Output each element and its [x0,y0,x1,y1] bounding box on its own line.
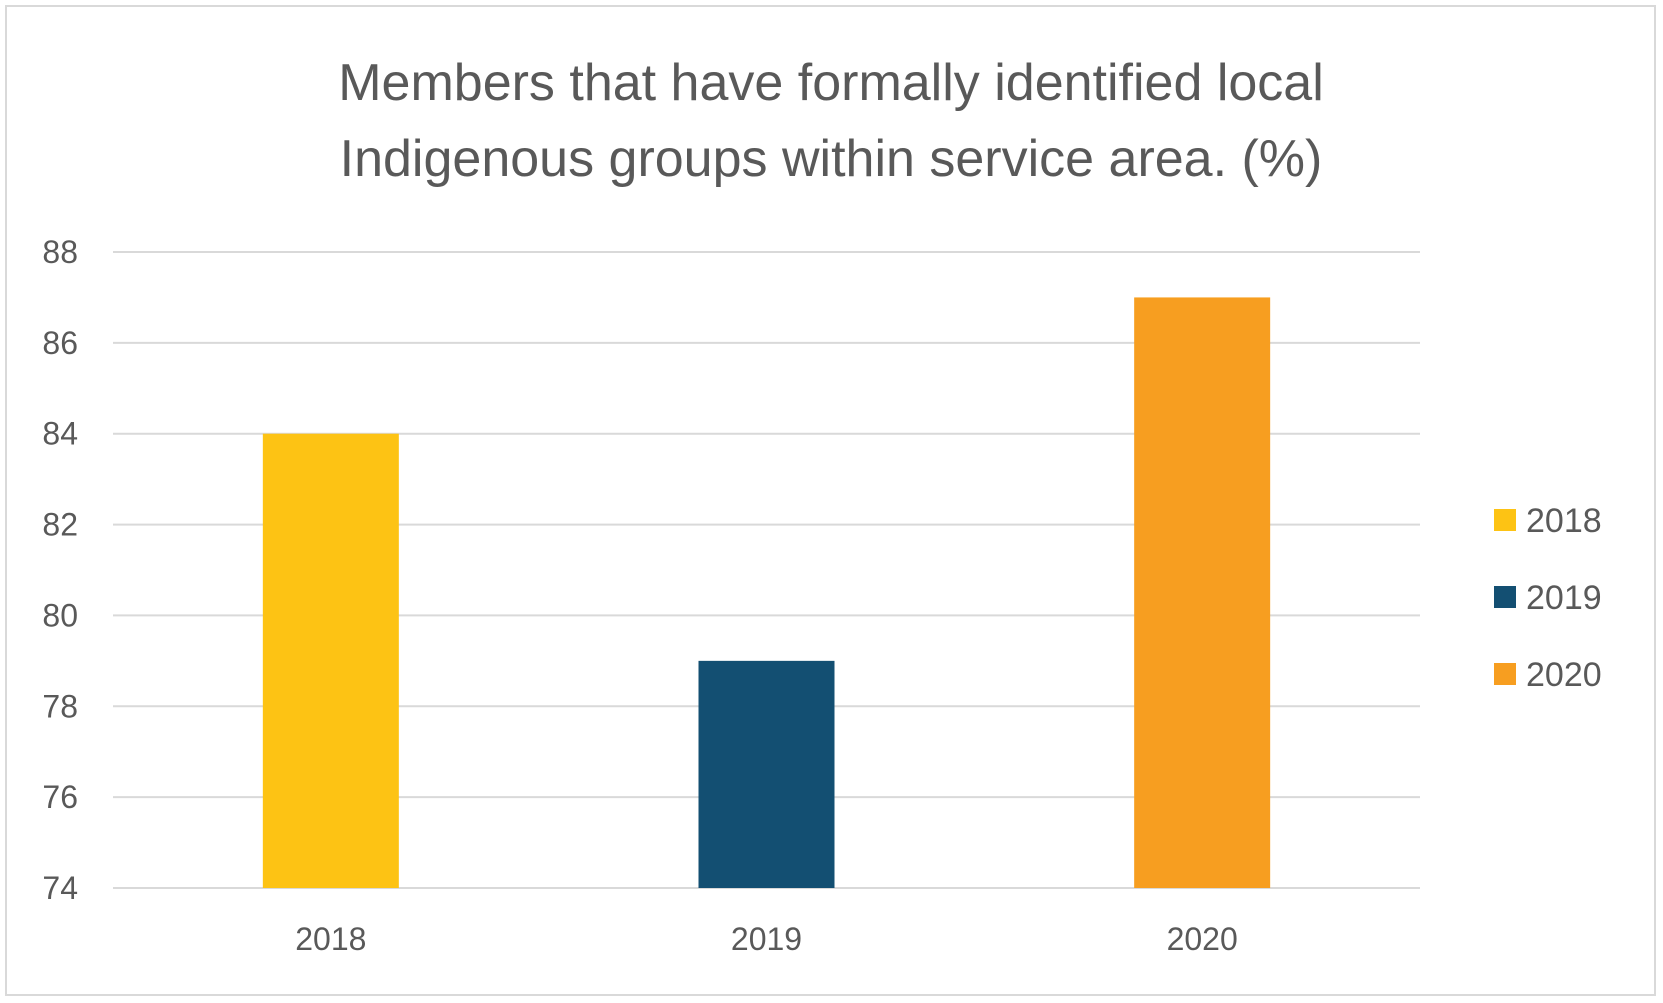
legend: 2018 2019 2020 [1494,502,1602,694]
legend-label: 2020 [1526,656,1602,694]
chart-title-line-1: Members that have formally identified lo… [338,54,1324,112]
chart-title: Members that have formally identified lo… [338,54,1324,188]
bar-2020 [1134,297,1271,888]
x-tick-label: 2019 [731,921,802,957]
y-tick-label: 84 [42,416,78,452]
legend-label: 2019 [1526,579,1602,617]
y-tick-label: 76 [42,779,78,815]
x-tick-label: 2020 [1167,921,1238,957]
x-axis-tick-labels: 2018 2019 2020 [295,921,1238,957]
y-tick-label: 74 [42,870,78,906]
y-tick-label: 82 [42,507,78,543]
legend-swatch [1494,586,1516,608]
y-tick-label: 80 [42,597,78,633]
legend-swatch [1494,509,1516,531]
y-axis-tick-labels: 74 76 78 80 82 84 86 88 [42,234,78,906]
legend-label: 2018 [1526,502,1602,540]
bar-2018 [262,433,399,888]
legend-swatch [1494,663,1516,685]
bars [262,297,1271,888]
x-tick-label: 2018 [295,921,366,957]
bar-2019 [698,660,835,888]
y-tick-label: 78 [42,688,78,724]
y-tick-label: 86 [42,325,78,361]
chart-title-line-2: Indigenous groups within service area. (… [340,130,1323,188]
y-tick-label: 88 [42,234,78,270]
